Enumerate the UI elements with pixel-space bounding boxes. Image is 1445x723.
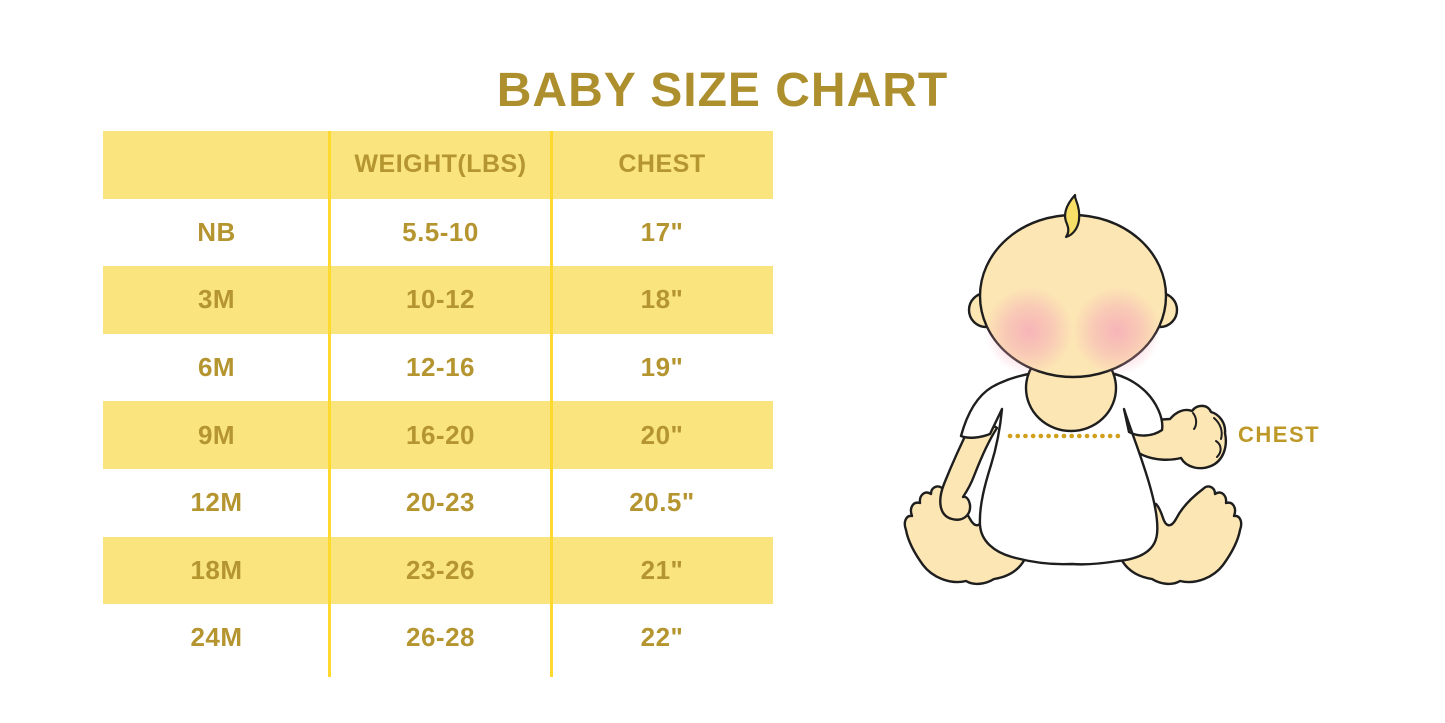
table-row: 24M 26-28 22" bbox=[103, 604, 773, 672]
weight-cell: 12-16 bbox=[406, 352, 475, 383]
baby-left-cheek-blush bbox=[985, 287, 1073, 375]
size-cell: 3M bbox=[197, 284, 236, 315]
baby-size-table: WEIGHT(LBS) CHEST NB 5.5-10 17" 3M 10-12… bbox=[103, 131, 773, 677]
baby-illustration: CHEST bbox=[878, 168, 1378, 613]
chest-cell: 22" bbox=[640, 622, 684, 653]
column-divider-2 bbox=[550, 131, 553, 677]
table-header-row: WEIGHT(LBS) CHEST bbox=[103, 131, 773, 199]
baby-figure-svg bbox=[903, 193, 1243, 586]
size-cell: 6M bbox=[197, 352, 236, 383]
size-cell: 24M bbox=[190, 622, 243, 653]
table-row: 12M 20-23 20.5" bbox=[103, 469, 773, 537]
weight-cell: 16-20 bbox=[406, 419, 475, 450]
fist-finger-lines bbox=[1192, 412, 1223, 458]
size-table-grid: WEIGHT(LBS) CHEST NB 5.5-10 17" 3M 10-12… bbox=[103, 131, 773, 672]
header-cell-size bbox=[103, 131, 330, 199]
chest-cell: 21" bbox=[640, 554, 684, 585]
baby-right-cheek-blush bbox=[1073, 287, 1161, 375]
weight-cell: 10-12 bbox=[406, 284, 475, 315]
table-row: NB 5.5-10 17" bbox=[103, 199, 773, 267]
chest-measurement-label: CHEST bbox=[1238, 422, 1321, 447]
baby-left-arm bbox=[939, 420, 999, 521]
header-cell-weight: WEIGHT(LBS) bbox=[354, 150, 527, 179]
weight-cell: 20-23 bbox=[406, 487, 475, 518]
size-cell: NB bbox=[197, 216, 236, 247]
table-row: 9M 16-20 20" bbox=[103, 401, 773, 469]
chest-cell: 20" bbox=[640, 419, 684, 450]
column-divider-1 bbox=[328, 131, 331, 677]
size-cell: 18M bbox=[190, 554, 243, 585]
size-cell: 9M bbox=[197, 419, 236, 450]
table-row: 18M 23-26 21" bbox=[103, 536, 773, 605]
header-cell-chest: CHEST bbox=[618, 150, 706, 179]
page-title: BABY SIZE CHART bbox=[496, 64, 949, 118]
weight-cell: 26-28 bbox=[406, 622, 475, 653]
weight-cell: 5.5-10 bbox=[402, 216, 479, 247]
chest-cell: 19" bbox=[640, 352, 684, 383]
baby-hair-tuft bbox=[1063, 193, 1081, 239]
chest-cell: 17" bbox=[640, 216, 684, 247]
weight-cell: 23-26 bbox=[406, 554, 475, 585]
chest-cell: 18" bbox=[640, 284, 684, 315]
table-row: 3M 10-12 18" bbox=[103, 266, 773, 334]
chest-cell: 20.5" bbox=[629, 487, 695, 518]
size-cell: 12M bbox=[190, 487, 243, 518]
table-row: 6M 12-16 19" bbox=[103, 334, 773, 402]
